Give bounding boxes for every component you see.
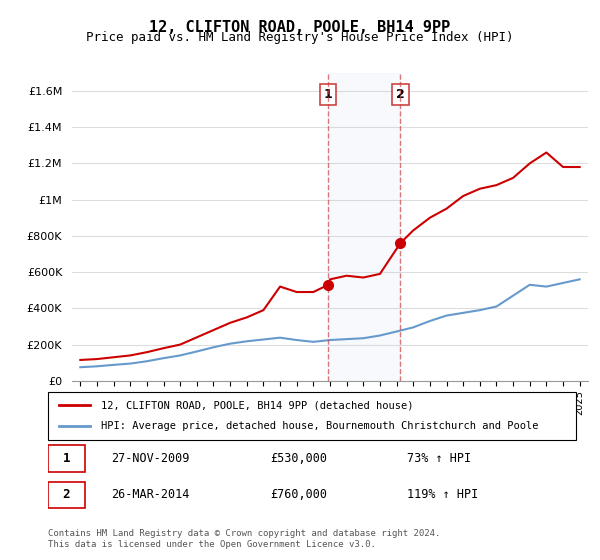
Text: 1: 1: [63, 452, 70, 465]
Text: £760,000: £760,000: [270, 488, 327, 501]
Text: 2: 2: [396, 88, 405, 101]
Text: 12, CLIFTON ROAD, POOLE, BH14 9PP: 12, CLIFTON ROAD, POOLE, BH14 9PP: [149, 20, 451, 35]
Text: HPI: Average price, detached house, Bournemouth Christchurch and Poole: HPI: Average price, detached house, Bour…: [101, 421, 538, 431]
FancyBboxPatch shape: [48, 445, 85, 472]
FancyBboxPatch shape: [48, 482, 85, 508]
Text: 119% ↑ HPI: 119% ↑ HPI: [407, 488, 478, 501]
Text: 2: 2: [63, 488, 70, 501]
Text: £530,000: £530,000: [270, 452, 327, 465]
Text: 73% ↑ HPI: 73% ↑ HPI: [407, 452, 471, 465]
Bar: [328, 73, 400, 381]
FancyBboxPatch shape: [48, 392, 576, 440]
Text: 1: 1: [324, 88, 333, 101]
Text: 27-NOV-2009: 27-NOV-2009: [112, 452, 190, 465]
Text: 12, CLIFTON ROAD, POOLE, BH14 9PP (detached house): 12, CLIFTON ROAD, POOLE, BH14 9PP (detac…: [101, 400, 413, 410]
Text: 26-MAR-2014: 26-MAR-2014: [112, 488, 190, 501]
Text: Contains HM Land Registry data © Crown copyright and database right 2024.
This d: Contains HM Land Registry data © Crown c…: [48, 529, 440, 549]
Text: Price paid vs. HM Land Registry's House Price Index (HPI): Price paid vs. HM Land Registry's House …: [86, 31, 514, 44]
